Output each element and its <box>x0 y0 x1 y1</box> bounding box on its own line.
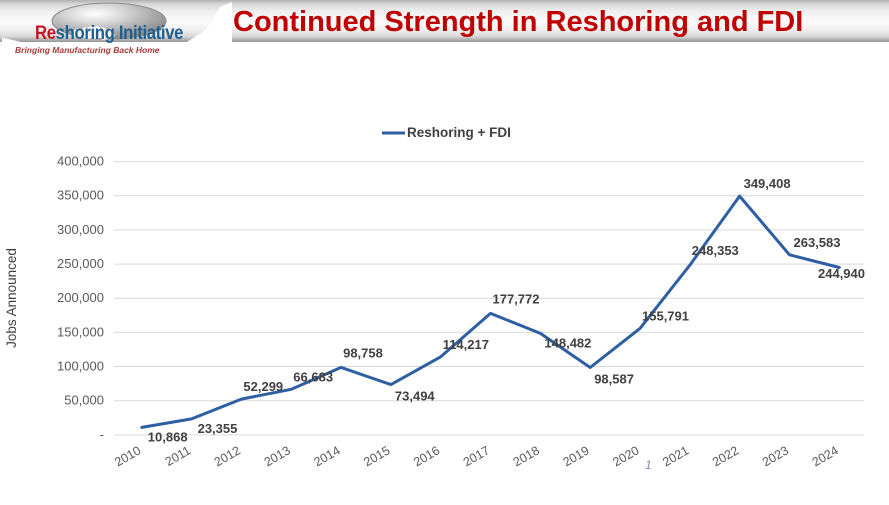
svg-text:2024: 2024 <box>810 443 841 469</box>
svg-text:1: 1 <box>645 458 652 472</box>
svg-text:2011: 2011 <box>163 443 193 469</box>
svg-text:2018: 2018 <box>511 443 542 469</box>
svg-text:2022: 2022 <box>710 443 741 469</box>
svg-text:2015: 2015 <box>361 443 392 469</box>
svg-text:250,000: 250,000 <box>57 256 104 271</box>
svg-text:155,791: 155,791 <box>642 308 689 323</box>
svg-text:50,000: 50,000 <box>64 393 104 408</box>
svg-text:248,353: 248,353 <box>692 243 739 258</box>
svg-text:Jobs Announced: Jobs Announced <box>4 248 19 348</box>
svg-text:244,940: 244,940 <box>818 266 865 281</box>
svg-text:-: - <box>100 427 104 442</box>
svg-text:263,583: 263,583 <box>794 235 841 250</box>
svg-text:350,000: 350,000 <box>57 188 104 203</box>
svg-text:98,758: 98,758 <box>343 345 383 360</box>
svg-text:52,299: 52,299 <box>243 379 283 394</box>
svg-text:2020: 2020 <box>610 443 641 469</box>
svg-text:100,000: 100,000 <box>57 359 104 374</box>
svg-text:Reshoring + FDI: Reshoring + FDI <box>407 125 511 140</box>
svg-text:2016: 2016 <box>411 443 442 469</box>
svg-text:148,482: 148,482 <box>544 335 591 350</box>
svg-text:2014: 2014 <box>312 443 343 469</box>
svg-text:300,000: 300,000 <box>57 222 104 237</box>
svg-text:2013: 2013 <box>262 443 293 469</box>
svg-text:98,587: 98,587 <box>594 372 634 387</box>
svg-text:2017: 2017 <box>461 443 492 469</box>
svg-text:2023: 2023 <box>760 443 791 469</box>
svg-text:150,000: 150,000 <box>57 324 104 339</box>
svg-text:73,494: 73,494 <box>395 389 436 404</box>
svg-text:114,217: 114,217 <box>443 337 489 352</box>
svg-text:349,408: 349,408 <box>744 176 791 191</box>
svg-text:2010: 2010 <box>112 443 143 469</box>
svg-text:2021: 2021 <box>660 443 691 469</box>
svg-text:200,000: 200,000 <box>57 290 104 305</box>
svg-text:2012: 2012 <box>212 443 243 469</box>
svg-text:400,000: 400,000 <box>57 154 104 169</box>
svg-text:2019: 2019 <box>561 443 592 469</box>
svg-text:10,868: 10,868 <box>148 429 188 444</box>
svg-text:66,683: 66,683 <box>293 369 333 384</box>
svg-text:23,355: 23,355 <box>198 421 238 436</box>
svg-text:177,772: 177,772 <box>493 291 540 306</box>
